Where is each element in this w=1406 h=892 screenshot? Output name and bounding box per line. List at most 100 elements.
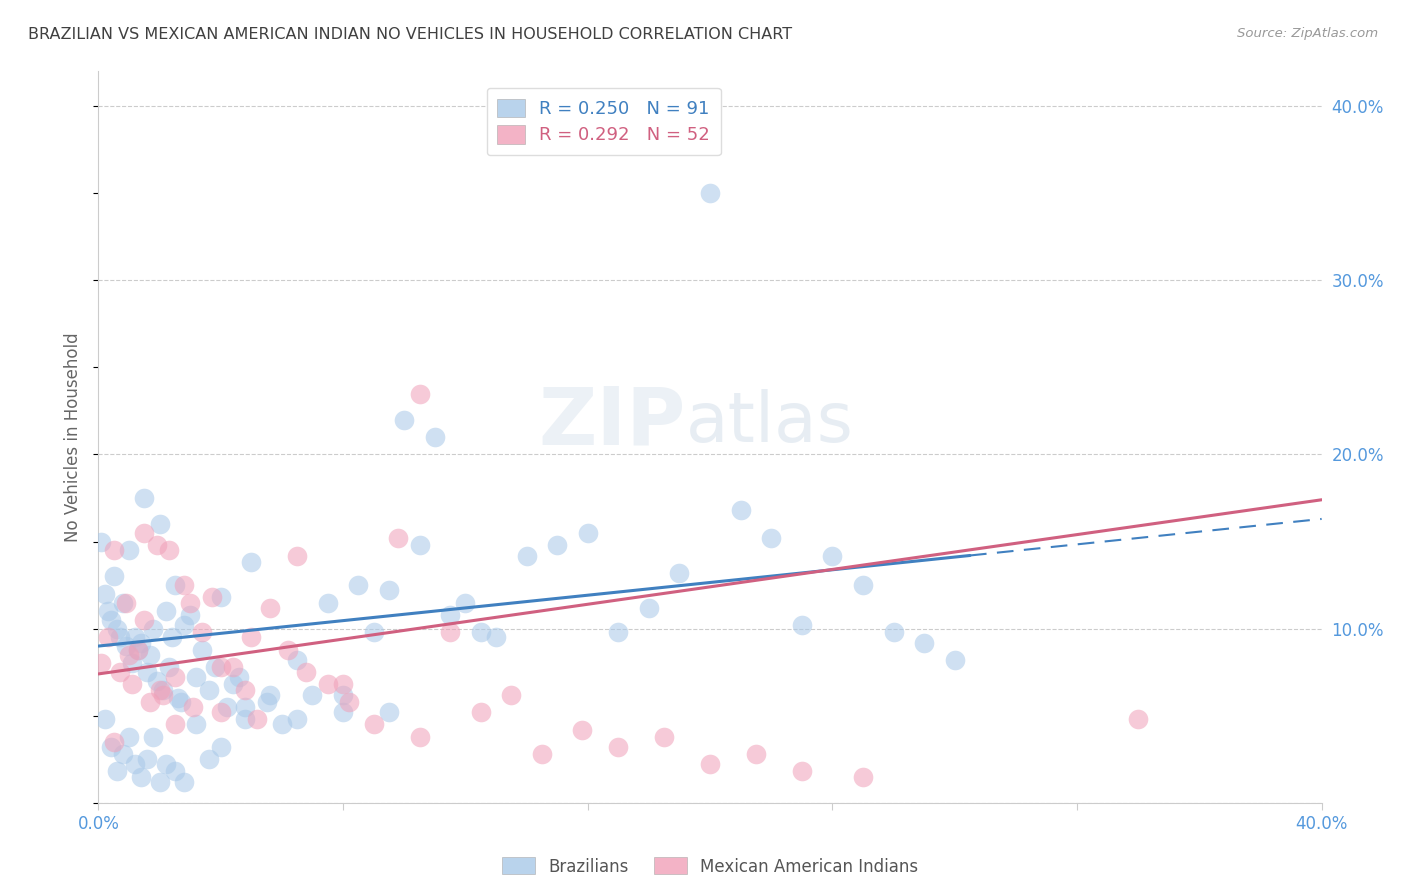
Point [546, 538, 568, 552]
Point [790, 764, 813, 779]
Point [270, 717, 292, 731]
Point [295, 665, 318, 680]
Point [118, 648, 141, 662]
Point [100, 613, 122, 627]
Point [209, 705, 232, 719]
Point [127, 642, 149, 657]
Text: Source: ZipAtlas.com: Source: ZipAtlas.com [1237, 27, 1378, 40]
Point [209, 660, 232, 674]
Point [124, 631, 146, 645]
Point [163, 578, 186, 592]
Point [204, 660, 226, 674]
Point [607, 740, 630, 755]
Point [155, 757, 177, 772]
Point [103, 569, 125, 583]
Point [332, 688, 354, 702]
Text: ZIP: ZIP [538, 384, 686, 461]
Point [111, 595, 134, 609]
Point [121, 677, 143, 691]
Point [332, 705, 354, 719]
Point [363, 717, 385, 731]
Point [392, 412, 416, 426]
Point [157, 660, 180, 674]
Point [186, 670, 208, 684]
Point [285, 653, 308, 667]
Point [163, 670, 186, 684]
Point [423, 430, 446, 444]
Point [197, 682, 219, 697]
Point [301, 688, 323, 702]
Point [240, 631, 263, 645]
Point [759, 531, 782, 545]
Point [378, 583, 401, 598]
Point [285, 712, 308, 726]
Point [149, 775, 172, 789]
Point [173, 775, 195, 789]
Point [209, 740, 232, 755]
Point [186, 717, 208, 731]
Point [118, 543, 141, 558]
Point [105, 764, 128, 779]
Point [408, 386, 430, 401]
Point [277, 642, 299, 657]
Point [501, 688, 523, 702]
Point [121, 657, 143, 671]
Point [136, 665, 159, 680]
Point [1128, 712, 1150, 726]
Point [668, 566, 690, 580]
Point [408, 538, 430, 552]
Point [259, 600, 281, 615]
Point [821, 549, 844, 563]
Point [790, 618, 813, 632]
Point [637, 600, 661, 615]
Point [139, 695, 162, 709]
Point [316, 595, 339, 609]
Point [233, 712, 256, 726]
Point [576, 525, 599, 540]
Point [347, 578, 370, 592]
Point [454, 595, 477, 609]
Point [90, 657, 112, 671]
Point [332, 677, 354, 691]
Point [134, 525, 156, 540]
Point [155, 604, 177, 618]
Point [912, 635, 935, 649]
Point [93, 587, 115, 601]
Point [516, 549, 538, 563]
Text: atlas: atlas [686, 389, 853, 456]
Point [215, 700, 238, 714]
Point [152, 682, 174, 697]
Point [943, 653, 966, 667]
Point [90, 534, 112, 549]
Point [129, 770, 152, 784]
Point [316, 677, 339, 691]
Point [142, 730, 165, 744]
Point [124, 757, 146, 772]
Point [108, 665, 131, 680]
Point [170, 695, 193, 709]
Point [118, 730, 141, 744]
Point [256, 695, 278, 709]
Point [470, 705, 492, 719]
Point [200, 591, 222, 605]
Point [181, 700, 204, 714]
Point [470, 625, 492, 640]
Point [197, 752, 219, 766]
Point [103, 735, 125, 749]
Point [136, 752, 159, 766]
Point [152, 688, 174, 702]
Point [745, 747, 768, 761]
Point [607, 625, 630, 640]
Point [163, 764, 186, 779]
Y-axis label: No Vehicles in Household: No Vehicles in Household [65, 332, 83, 542]
Point [142, 622, 165, 636]
Point [134, 613, 156, 627]
Point [571, 723, 593, 737]
Point [233, 682, 256, 697]
Point [337, 695, 360, 709]
Point [111, 747, 134, 761]
Point [115, 595, 138, 609]
Point [103, 543, 125, 558]
Text: BRAZILIAN VS MEXICAN AMERICAN INDIAN NO VEHICLES IN HOUSEHOLD CORRELATION CHART: BRAZILIAN VS MEXICAN AMERICAN INDIAN NO … [28, 27, 792, 42]
Point [363, 625, 385, 640]
